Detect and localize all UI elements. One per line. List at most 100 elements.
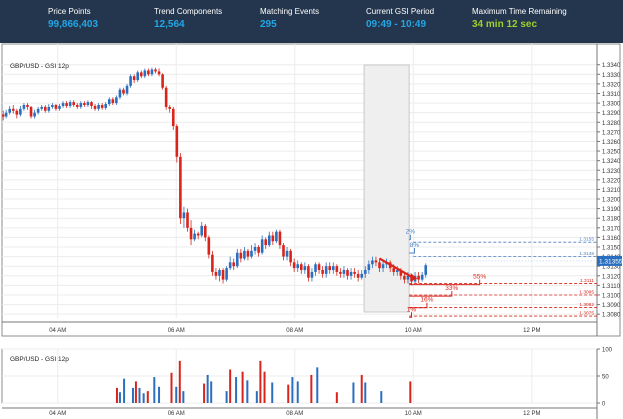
candle xyxy=(54,105,58,109)
volume-bar xyxy=(210,381,213,403)
probability-label: 1% xyxy=(407,306,417,313)
volume-bar xyxy=(203,383,206,403)
y-tick-label: 1.3110 xyxy=(602,284,621,290)
volume-bar xyxy=(131,387,134,403)
y-tick-label: 1.3180 xyxy=(602,217,621,223)
candle xyxy=(150,69,154,75)
candle xyxy=(168,106,172,109)
volume-bar xyxy=(360,374,363,403)
y-tick-label: 1.3170 xyxy=(602,226,621,232)
candle xyxy=(239,252,243,259)
candle xyxy=(33,112,36,117)
volume-bar xyxy=(409,381,412,403)
candle xyxy=(225,268,228,280)
candle xyxy=(307,266,310,278)
candle xyxy=(267,235,271,246)
candle xyxy=(143,70,147,77)
candle xyxy=(51,105,54,107)
y-tick-label: 1.3340 xyxy=(602,63,621,69)
candle xyxy=(115,97,118,104)
stat-value: 99,866,403 xyxy=(48,19,99,30)
candle xyxy=(154,69,157,72)
volume-bar xyxy=(153,377,156,403)
candle xyxy=(203,225,207,238)
candle xyxy=(253,247,257,251)
y-tick-label: 1.3230 xyxy=(602,169,621,175)
candle xyxy=(417,275,420,280)
x-tick-label: 04 AM xyxy=(49,328,66,334)
volume-bar xyxy=(142,393,145,403)
probability-label: 33% xyxy=(445,285,458,292)
volume-bar xyxy=(146,391,149,403)
candle xyxy=(68,102,72,106)
candle xyxy=(278,231,282,246)
candle xyxy=(65,103,68,106)
candle xyxy=(282,245,285,257)
volume-bar xyxy=(310,374,313,403)
price-chart[interactable]: 1.3340 1.3330 1.3320 1.3310 1.3300 1.3290 1.32… xyxy=(0,0,623,338)
stats-bar: Price Points 99,866,403 Trend Components… xyxy=(0,0,623,43)
candle xyxy=(292,262,296,269)
candle xyxy=(107,99,111,105)
candle xyxy=(175,126,179,157)
candle xyxy=(303,266,307,271)
current-price-marker xyxy=(597,255,622,266)
candle xyxy=(47,106,51,111)
probability-label: 8% xyxy=(410,242,420,249)
projection-label: 1.3155 xyxy=(579,237,594,243)
candle xyxy=(299,264,303,271)
volume-title: GBP/USD - GSI 12p xyxy=(10,356,69,363)
volume-bar xyxy=(225,391,228,403)
volume-bar xyxy=(175,386,178,403)
probability-label: 2% xyxy=(406,229,416,236)
candle xyxy=(83,103,86,106)
candle xyxy=(161,74,164,88)
candle xyxy=(228,262,232,269)
candle xyxy=(104,104,108,108)
volume-bar xyxy=(158,386,161,403)
candle xyxy=(75,105,79,107)
candle xyxy=(196,233,200,236)
candle xyxy=(4,112,8,117)
candle xyxy=(331,266,335,271)
x-tick-label: 04 AM xyxy=(49,411,66,417)
candle xyxy=(420,274,424,280)
candle xyxy=(19,108,22,115)
stat-trend-components: Trend Components 12,564 xyxy=(154,7,222,30)
y-tick-label: 1.3160 xyxy=(602,236,621,242)
candle xyxy=(324,266,328,274)
candle xyxy=(335,266,339,272)
candle xyxy=(29,106,33,117)
probability-bracket xyxy=(409,302,428,309)
candle xyxy=(250,250,253,257)
candle xyxy=(147,70,150,75)
y-tick-label: 1.3260 xyxy=(602,140,621,146)
candle xyxy=(353,271,356,274)
candle xyxy=(43,106,47,111)
volume-bar xyxy=(134,381,137,403)
candle xyxy=(310,271,314,278)
candle xyxy=(1,114,5,117)
candle xyxy=(111,99,115,104)
volume-bar xyxy=(259,360,262,403)
candle xyxy=(392,268,396,272)
candle xyxy=(22,105,26,109)
volume-bar xyxy=(364,382,367,403)
candle xyxy=(200,225,204,236)
y-tick-label: 1.3120 xyxy=(602,274,621,280)
stat-value: 295 xyxy=(260,19,277,30)
candle xyxy=(367,264,371,271)
current-price-label: 1.31355 xyxy=(599,258,623,265)
candle xyxy=(339,271,342,274)
candle xyxy=(424,265,428,275)
volume-bar xyxy=(287,384,290,403)
candle xyxy=(314,264,317,272)
volume-bar xyxy=(235,377,238,403)
candle xyxy=(264,239,268,246)
candle xyxy=(58,105,61,109)
candle xyxy=(182,212,186,219)
y-tick-label: 1.3290 xyxy=(602,111,621,117)
x-tick-label: 12 PM xyxy=(523,411,540,417)
candle xyxy=(157,71,161,75)
